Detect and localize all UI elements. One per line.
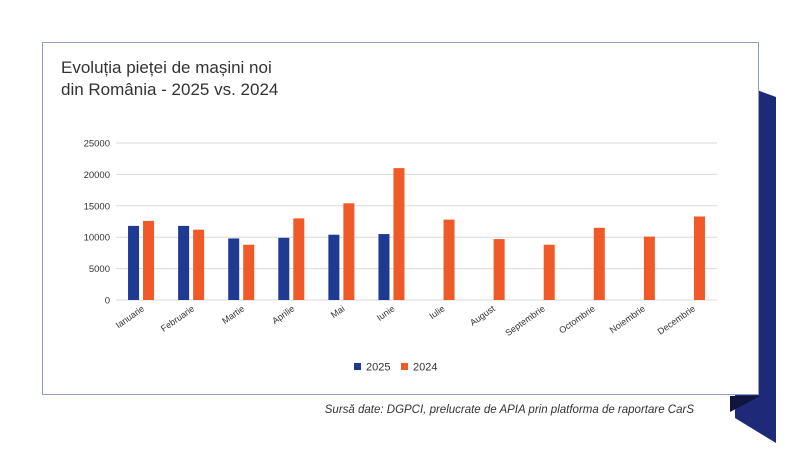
chart-title-line-1: Evoluția pieței de mașini noi <box>61 58 272 77</box>
y-tick-label: 10000 <box>84 233 110 244</box>
legend-swatch-2024 <box>401 363 408 370</box>
bar-2024-aprilie <box>293 218 305 300</box>
x-tick-label: Noiembrie <box>608 303 647 335</box>
bar-2025-iunie <box>378 234 390 300</box>
bar-chart: 0 5000 10000 15000 20000 25000 Ianuarie Februar… <box>84 139 717 374</box>
bar-2025-aprilie <box>278 237 290 300</box>
x-tick-label: Octombrie <box>557 303 597 335</box>
y-tick-label: 20000 <box>84 170 110 181</box>
chart-card: Evoluția pieței de mașini noi din Români… <box>42 42 759 395</box>
y-tick-label: 0 <box>105 296 110 307</box>
x-tick-label: Septembrie <box>503 303 546 338</box>
bar-2024-martie <box>243 244 255 300</box>
bar-2024-august <box>493 239 505 300</box>
dark-accent-shape <box>730 396 760 412</box>
legend-label-2024: 2024 <box>413 362 437 374</box>
bar-2024-septembrie <box>543 244 555 300</box>
bar-2024-iunie <box>393 168 405 300</box>
x-tick-label: Februarie <box>159 303 196 333</box>
y-tick-label: 5000 <box>89 264 110 275</box>
bar-2025-mai <box>328 234 340 300</box>
x-tick-label: Iulie <box>427 303 446 321</box>
bar-2024-noiembrie <box>643 236 655 300</box>
x-tick-label: Iunie <box>375 303 397 322</box>
x-tick-label: Ianuarie <box>114 303 146 330</box>
bar-2024-februarie <box>193 229 205 300</box>
bar-2025-martie <box>228 238 240 300</box>
bar-2025-ianuarie <box>128 225 140 300</box>
bar-2024-octombrie <box>593 227 605 300</box>
x-tick-label: Mai <box>329 303 347 320</box>
bar-2024-ianuarie <box>143 220 155 300</box>
chart-title: Evoluția pieței de mașini noi din Români… <box>61 57 461 101</box>
x-tick-label: Decembrie <box>656 303 697 336</box>
bar-2025-februarie <box>178 225 190 300</box>
y-tick-label: 25000 <box>84 139 110 150</box>
x-tick-label: Aprilie <box>270 303 296 326</box>
source-note: Sursă date: DGPCI, prelucrate de APIA pr… <box>324 404 694 416</box>
chart-title-line-2: din România - 2025 vs. 2024 <box>61 80 279 99</box>
bar-2024-decembrie <box>693 216 705 300</box>
bar-2024-mai <box>343 203 355 300</box>
bar-2024-iulie <box>443 219 455 300</box>
legend-swatch-2025 <box>354 363 361 370</box>
y-tick-label: 15000 <box>84 201 110 212</box>
x-tick-label: August <box>468 303 497 328</box>
x-tick-label: Martie <box>220 303 246 326</box>
legend-label-2025: 2025 <box>366 362 390 374</box>
